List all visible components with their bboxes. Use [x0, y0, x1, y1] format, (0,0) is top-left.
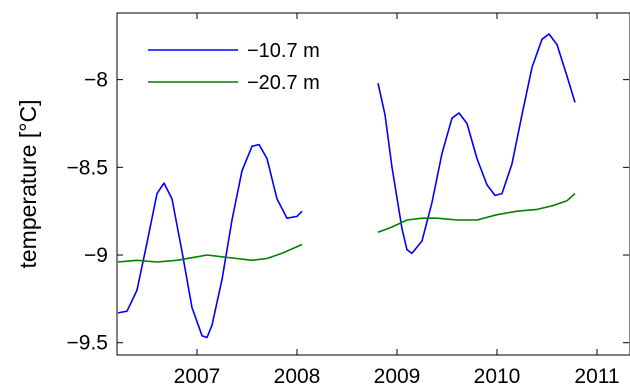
- plot-frame: [116, 12, 630, 356]
- series-line-2-segment-2: [377, 193, 576, 233]
- series-line-1-segment-1: [117, 143, 303, 339]
- x-tick-label: 2009: [374, 365, 421, 388]
- series-layer: [117, 33, 576, 339]
- x-tick-label: 2007: [174, 365, 221, 388]
- series-line-1-segment-2: [377, 33, 576, 255]
- legend-label-20-7m: −20.7 m: [247, 72, 320, 94]
- y-tick-label: −8: [84, 69, 108, 92]
- legend-box: [140, 30, 360, 100]
- series-line-2-segment-1: [117, 243, 303, 263]
- tick-layer: 2007 2008 2009 2010 2011 −8 −8.5 −9 −9.5: [67, 13, 629, 388]
- y-tick-label: −8.5: [67, 156, 108, 179]
- x-tick-label: 2008: [274, 365, 321, 388]
- legend-label-10-7m: −10.7 m: [247, 40, 320, 62]
- y-tick-label: −9.5: [67, 332, 108, 355]
- x-tick-label: 2010: [474, 365, 521, 388]
- legend: −10.7 m −20.7 m: [140, 30, 360, 100]
- y-axis-title: temperature [°C]: [15, 100, 41, 269]
- y-tick-label: −9: [84, 244, 108, 267]
- x-tick-label: 2011: [574, 365, 619, 388]
